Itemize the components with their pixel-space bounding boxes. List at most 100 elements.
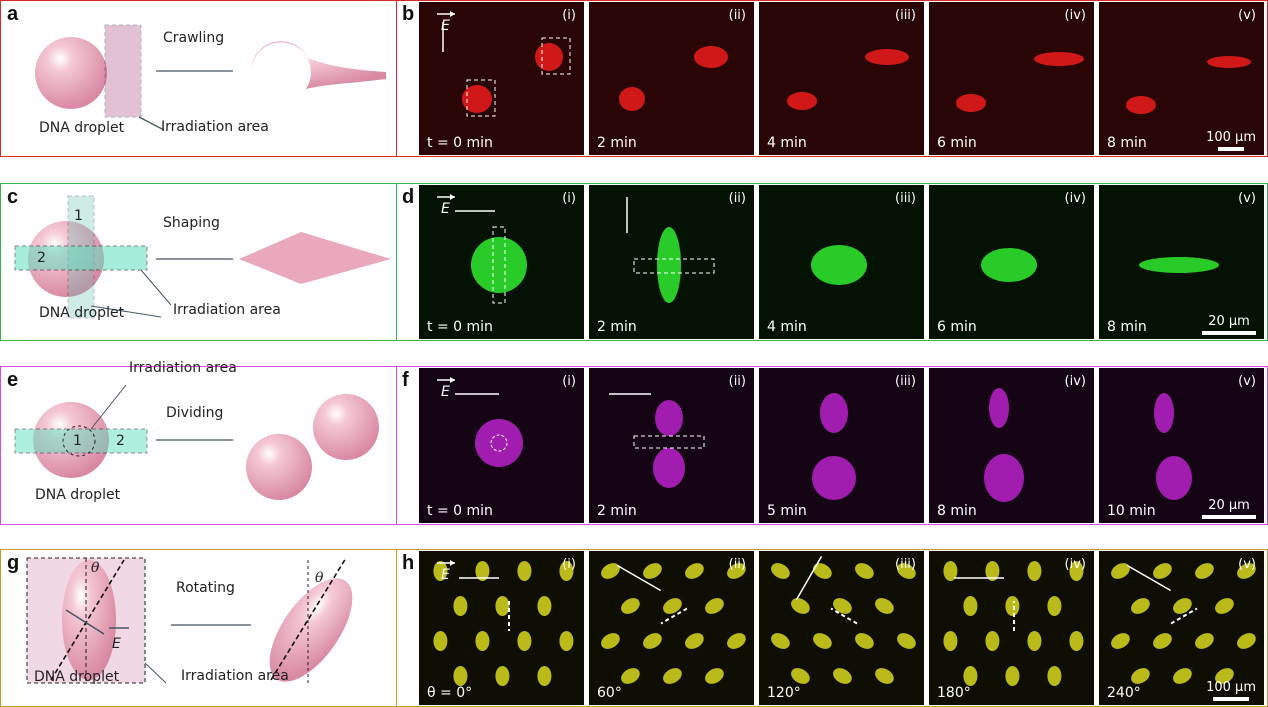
tile-time-label: 2 min xyxy=(597,135,637,151)
region-2-label: 2 xyxy=(116,433,125,449)
micrograph-tile: (v) 240° 100 µm xyxy=(1099,551,1264,705)
tile-index: (iv) xyxy=(1064,374,1086,389)
region-1-label: 1 xyxy=(73,433,82,449)
micrograph-tile: (ii) 2 min xyxy=(589,2,754,155)
droplet-label: DNA droplet xyxy=(39,305,125,321)
field-label: E xyxy=(112,636,121,652)
panel-c: c DNA droplet Irradiation area Shaping 1 2 xyxy=(0,183,397,341)
tile-time-label: t = 0 min xyxy=(427,135,493,151)
panel-b: b E (i) t = 0 min (ii) 2 min (iii) 4 min (iv) 6 m… xyxy=(396,0,1268,157)
tile-index: (i) xyxy=(562,191,576,206)
action-label: Crawling xyxy=(163,30,225,46)
panel-d: d E (i) t = 0 min (ii) 2 min (iii) 4 min (iv) 6 m… xyxy=(396,183,1268,341)
micrograph-tile: (iii) 120° xyxy=(759,551,924,705)
schematic-g xyxy=(26,557,353,684)
micrograph-tile: (iv) 8 min xyxy=(929,368,1094,523)
schematic-e xyxy=(14,384,379,500)
micrograph-tile: (ii) 60° xyxy=(589,551,754,705)
panel-label: a xyxy=(7,3,19,25)
panel-label: c xyxy=(7,186,19,208)
micrograph-tile: (iii) 4 min xyxy=(759,2,924,155)
tile-time-label: 8 min xyxy=(1107,135,1147,151)
scale-bar-line xyxy=(1202,331,1256,335)
theta-label: θ xyxy=(91,560,100,576)
panel-label: h xyxy=(402,552,415,574)
area-label: Irradiation area xyxy=(181,668,289,684)
scale-bar-label: 100 µm xyxy=(1206,130,1256,145)
tile-index: (v) xyxy=(1238,8,1256,23)
scale-bar: 20 µm xyxy=(1202,314,1256,335)
panel-label: f xyxy=(402,369,409,391)
micrograph-tile: (v) 8 min 20 µm xyxy=(1099,185,1264,339)
field-label: E xyxy=(441,567,450,583)
tile-time-label: 2 min xyxy=(597,503,637,519)
tile-index: (v) xyxy=(1238,191,1256,206)
tile-index: (iii) xyxy=(895,8,916,23)
micrograph-tile: (ii) 2 min xyxy=(589,368,754,523)
tile-time-label: 2 min xyxy=(597,319,637,335)
tile-index: (iv) xyxy=(1064,557,1086,572)
tile-time-label: t = 0 min xyxy=(427,319,493,335)
tile-time-label: 8 min xyxy=(1107,319,1147,335)
field-label: E xyxy=(441,384,450,400)
tile-index: (i) xyxy=(562,557,576,572)
scale-bar-label: 20 µm xyxy=(1208,498,1250,513)
tile-index: (ii) xyxy=(728,557,746,572)
panel-f: f E (i) t = 0 min (ii) 2 min (iii) 5 min (iv) 8 m… xyxy=(396,366,1268,525)
tile-index: (i) xyxy=(562,8,576,23)
tile-index: (i) xyxy=(562,374,576,389)
schematic-a xyxy=(35,24,386,131)
micrograph-tile: (iv) 6 min xyxy=(929,185,1094,339)
panel-e: e DNA droplet Irradiation area Dividing 1 2 xyxy=(0,360,397,525)
schematic-c xyxy=(14,195,391,319)
tile-index: (iii) xyxy=(895,374,916,389)
micrograph-tile: E (i) t = 0 min xyxy=(419,368,584,523)
micrograph-tile: E (i) t = 0 min xyxy=(419,2,584,155)
tile-time-label: 8 min xyxy=(937,503,977,519)
scale-bar-label: 20 µm xyxy=(1208,314,1250,329)
micrograph-tile: E (i) t = 0 min xyxy=(419,185,584,339)
tile-time-label: 240° xyxy=(1107,685,1141,701)
tile-time-label: 10 min xyxy=(1107,503,1156,519)
tile-index: (iv) xyxy=(1064,8,1086,23)
action-label: Dividing xyxy=(166,405,224,421)
tile-time-label: 120° xyxy=(767,685,801,701)
droplet-label: DNA droplet xyxy=(35,487,121,503)
micrograph-tile: (iv) 180° xyxy=(929,551,1094,705)
area-label: Irradiation area xyxy=(161,119,269,135)
tile-index: (iv) xyxy=(1064,191,1086,206)
droplet-label: DNA droplet xyxy=(39,120,125,136)
panel-label: d xyxy=(402,186,415,208)
scale-bar: 20 µm xyxy=(1202,498,1256,519)
region-1-label: 1 xyxy=(74,208,83,224)
panel-a: a DNA droplet Irradiation area Crawling xyxy=(0,0,397,157)
field-label: E xyxy=(441,18,450,34)
panel-label: e xyxy=(7,369,19,391)
micrograph-tile: (iii) 5 min xyxy=(759,368,924,523)
tile-time-label: 60° xyxy=(597,685,622,701)
droplet-label: DNA droplet xyxy=(34,669,120,685)
scale-bar-line xyxy=(1218,147,1245,151)
action-label: Rotating xyxy=(176,580,235,596)
scale-bar: 100 µm xyxy=(1206,680,1256,701)
tile-index: (ii) xyxy=(728,8,746,23)
tile-index: (ii) xyxy=(728,191,746,206)
scale-bar-line xyxy=(1202,515,1256,519)
tile-time-label: 180° xyxy=(937,685,971,701)
micrograph-tile: (v) 10 min 20 µm xyxy=(1099,368,1264,523)
micrograph-tile: (iii) 4 min xyxy=(759,185,924,339)
tile-index: (v) xyxy=(1238,557,1256,572)
scale-bar-line xyxy=(1213,697,1250,701)
panel-label: g xyxy=(7,552,20,574)
field-label: E xyxy=(441,201,450,217)
tile-time-label: 4 min xyxy=(767,135,807,151)
area-label: Irradiation area xyxy=(129,360,237,376)
action-label: Shaping xyxy=(163,215,220,231)
region-2-label: 2 xyxy=(37,250,46,266)
tile-index: (ii) xyxy=(728,374,746,389)
tile-time-label: 6 min xyxy=(937,319,977,335)
tile-index: (iii) xyxy=(895,557,916,572)
tile-time-label: 6 min xyxy=(937,135,977,151)
tile-time-label: 4 min xyxy=(767,319,807,335)
micrograph-tile: (ii) 2 min xyxy=(589,185,754,339)
